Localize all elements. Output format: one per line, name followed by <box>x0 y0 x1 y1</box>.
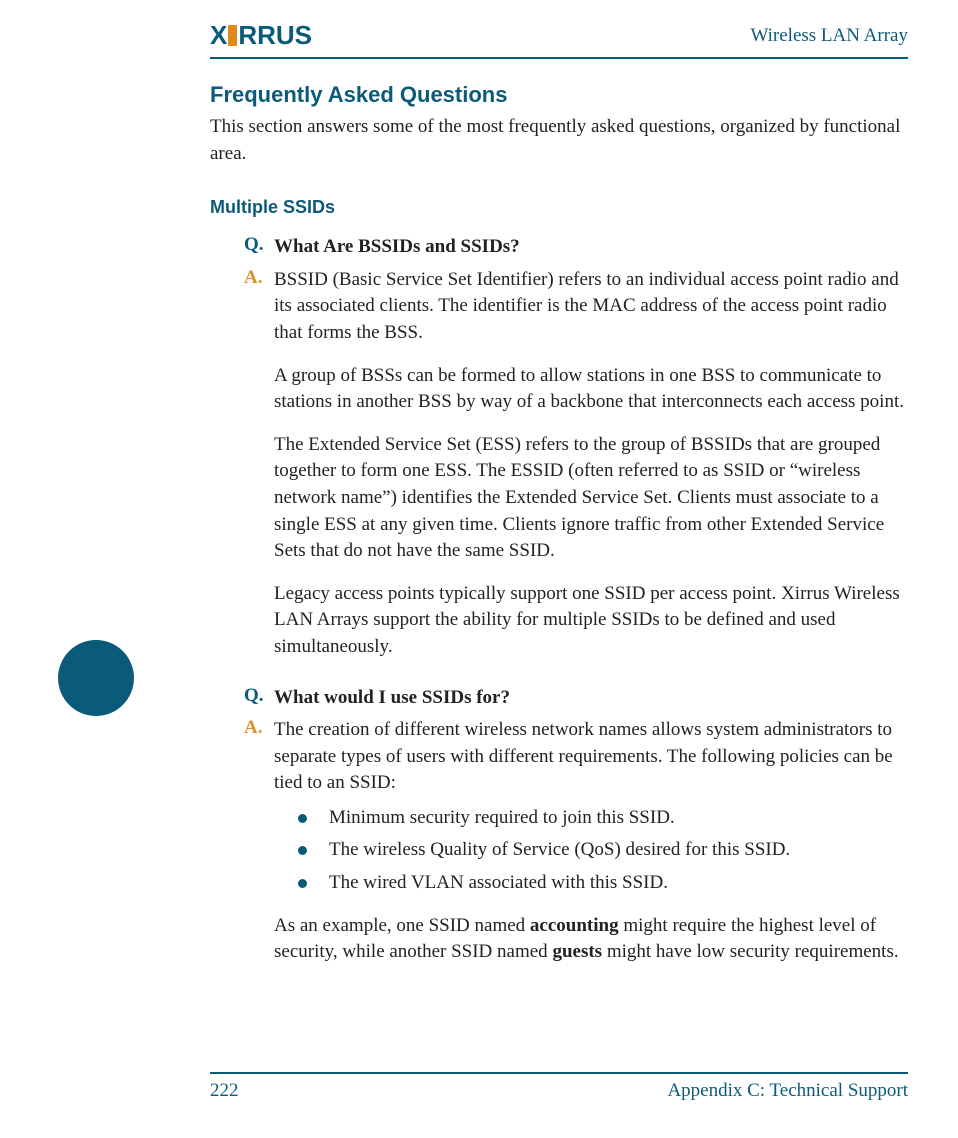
section-intro: This section answers some of the most fr… <box>210 114 908 167</box>
qa2-question-text: What would I use SSIDs for? <box>274 685 510 712</box>
qa2-p2-post: might have low security requirements. <box>602 941 899 962</box>
qa1-a-marker: A. <box>244 267 274 347</box>
header-title: Wireless LAN Array <box>750 25 908 47</box>
brand-logo: X RRUS <box>210 20 312 51</box>
qa1-question-text: What Are BSSIDs and SSIDs? <box>274 234 520 261</box>
section-title: Frequently Asked Questions <box>210 82 908 108</box>
qa2-answer-p1: The creation of different wireless netwo… <box>274 717 908 797</box>
logo-letter-x: X <box>210 20 227 51</box>
bullet-dot-icon <box>298 814 307 823</box>
list-item: The wireless Quality of Service (QoS) de… <box>298 837 908 864</box>
qa2-p2-pre: As an example, one SSID named <box>274 915 530 936</box>
qa2-q-marker: Q. <box>244 685 274 712</box>
qa2-bullets: Minimum security required to join this S… <box>274 805 908 897</box>
qa1-question-row: Q. What Are BSSIDs and SSIDs? <box>244 234 908 261</box>
qa2-p2-bold2: guests <box>552 941 602 962</box>
qa1-answer-p2: The Extended Service Set (ESS) refers to… <box>274 432 908 565</box>
logo-text: X RRUS <box>210 20 312 51</box>
bullet-text-1: The wireless Quality of Service (QoS) de… <box>329 837 790 864</box>
qa1-q-marker: Q. <box>244 234 274 261</box>
qa-block-1: Q. What Are BSSIDs and SSIDs? A. BSSID (… <box>244 234 908 660</box>
logo-letters-rrus: RRUS <box>238 20 312 51</box>
qa2-a-marker: A. <box>244 717 274 797</box>
qa1-answer-row: A. BSSID (Basic Service Set Identifier) … <box>244 267 908 347</box>
footer-label: Appendix C: Technical Support <box>667 1080 908 1102</box>
qa2-answer-p2: As an example, one SSID named accounting… <box>274 913 908 966</box>
qa1-answer-p1b: A group of BSSs can be formed to allow s… <box>274 363 908 416</box>
subsection-title: Multiple SSIDs <box>210 197 908 218</box>
qa-block-2: Q. What would I use SSIDs for? A. The cr… <box>244 685 908 797</box>
page-header: X RRUS Wireless LAN Array <box>210 20 908 59</box>
list-item: The wired VLAN associated with this SSID… <box>298 870 908 897</box>
bullet-text-2: The wired VLAN associated with this SSID… <box>329 870 668 897</box>
qa2-answer-row: A. The creation of different wireless ne… <box>244 717 908 797</box>
qa2-p2-bold1: accounting <box>530 915 619 936</box>
qa1-answer-p3: Legacy access points typically support o… <box>274 581 908 661</box>
side-thumb-circle-icon <box>58 640 134 716</box>
page-root: X RRUS Wireless LAN Array Frequently Ask… <box>0 0 958 1138</box>
list-item: Minimum security required to join this S… <box>298 805 908 832</box>
bullet-text-0: Minimum security required to join this S… <box>329 805 675 832</box>
bullet-dot-icon <box>298 879 307 888</box>
qa1-answer-p1: BSSID (Basic Service Set Identifier) ref… <box>274 267 908 347</box>
page-content: Frequently Asked Questions This section … <box>210 70 908 966</box>
logo-dot-icon <box>228 25 237 46</box>
page-number: 222 <box>210 1080 239 1102</box>
page-footer: 222 Appendix C: Technical Support <box>210 1072 908 1102</box>
bullet-dot-icon <box>298 846 307 855</box>
qa2-question-row: Q. What would I use SSIDs for? <box>244 685 908 712</box>
